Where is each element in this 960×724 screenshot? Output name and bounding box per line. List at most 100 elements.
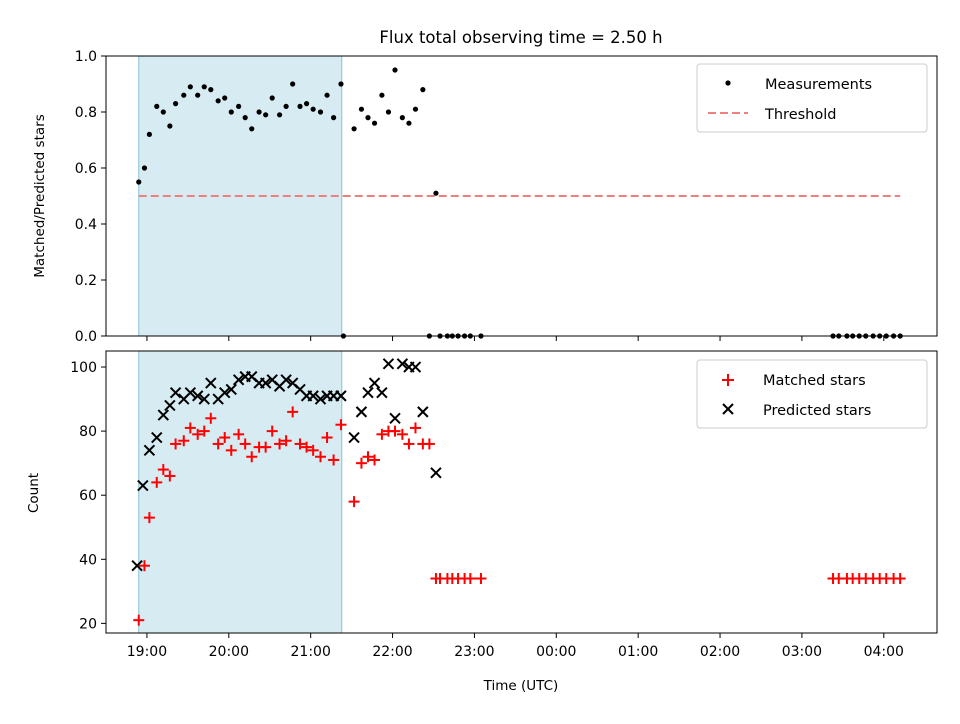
matched-star-point bbox=[315, 451, 327, 463]
predicted-star-point bbox=[169, 386, 182, 399]
bottom-legend-box bbox=[696, 359, 928, 429]
count-points bbox=[131, 358, 906, 626]
matched-star-point bbox=[280, 435, 292, 447]
bottom-y-tick-label: 80 bbox=[79, 424, 97, 440]
measurement-point bbox=[379, 92, 385, 98]
matched-star-point bbox=[355, 457, 367, 469]
predicted-star-point bbox=[219, 386, 231, 399]
top-y-axis-label: Matched/Predicted stars bbox=[32, 114, 48, 277]
bottom-y-tick-label: 20 bbox=[79, 616, 97, 632]
measurement-point bbox=[392, 67, 398, 73]
measurement-point bbox=[269, 95, 275, 101]
bottom-y-axis: 20 40 60 80 100 bbox=[70, 360, 106, 632]
bottom-x-tick-label: 19:00 bbox=[127, 644, 167, 660]
measurement-point bbox=[263, 112, 269, 118]
bottom-y-tick-label: 60 bbox=[79, 488, 97, 504]
matched-star-point bbox=[205, 412, 217, 424]
matched-star-point bbox=[389, 425, 401, 437]
top-y-axis: 0.0 0.2 0.4 0.6 0.8 1.0 bbox=[75, 49, 106, 345]
top-y-tick-label: 0.8 bbox=[75, 105, 97, 121]
matched-star-point bbox=[246, 451, 258, 463]
predicted-star-point bbox=[184, 386, 197, 399]
top-y-tick-label: 0.4 bbox=[75, 217, 97, 233]
bottom-x-tick-label: 00:00 bbox=[536, 644, 576, 660]
top-x-ticks bbox=[146, 336, 885, 341]
matched-star-point bbox=[396, 428, 408, 440]
bottom-x-tick-label: 22:00 bbox=[372, 644, 412, 660]
bottom-plot-frame bbox=[105, 350, 938, 634]
matched-star-point bbox=[260, 441, 272, 453]
top-y-tick-label: 0.0 bbox=[75, 329, 97, 345]
matched-star-point bbox=[423, 438, 435, 450]
measurement-point bbox=[297, 103, 303, 109]
measurement-point bbox=[236, 103, 242, 109]
predicted-star-point bbox=[143, 444, 156, 457]
top-y-tick-label: 0.6 bbox=[75, 161, 97, 177]
predicted-star-point bbox=[335, 390, 347, 402]
predicted-star-point bbox=[368, 377, 381, 389]
measurement-point bbox=[256, 109, 262, 115]
predicted-star-point bbox=[151, 431, 163, 444]
legend-predicted-marker bbox=[722, 403, 734, 415]
matched-star-point bbox=[151, 476, 163, 488]
matched-star-point bbox=[143, 512, 155, 524]
matched-star-point bbox=[362, 451, 374, 463]
bottom-x-tick-label: 01:00 bbox=[618, 644, 658, 660]
predicted-star-point bbox=[232, 374, 245, 386]
matched-star-point bbox=[894, 573, 906, 585]
bottom-x-tick-label: 23:00 bbox=[454, 644, 494, 660]
top-y-tick-label: 0.2 bbox=[75, 273, 97, 289]
legend-measurements-marker bbox=[725, 80, 731, 86]
measurement-point bbox=[331, 115, 337, 121]
bottom-x-tick-label: 20:00 bbox=[209, 644, 249, 660]
predicted-star-point bbox=[382, 358, 395, 370]
matched-star-point bbox=[212, 438, 224, 450]
measurement-point bbox=[420, 87, 426, 93]
predicted-star-point bbox=[259, 377, 272, 389]
x-axis-label: Time (UTC) bbox=[483, 678, 559, 694]
matched-star-point bbox=[178, 435, 190, 447]
measurement-point bbox=[228, 109, 234, 115]
measurement-point bbox=[201, 84, 207, 90]
matched-star-point bbox=[376, 428, 388, 440]
matched-star-point bbox=[369, 454, 381, 466]
predicted-star-point bbox=[376, 386, 388, 399]
matched-star-point bbox=[133, 614, 145, 626]
matched-star-point bbox=[239, 438, 251, 450]
matched-star-point bbox=[192, 428, 204, 440]
measurement-point bbox=[351, 126, 357, 132]
bottom-x-tick-label: 21:00 bbox=[291, 644, 331, 660]
measurements-points bbox=[136, 67, 903, 339]
predicted-star-point bbox=[348, 431, 360, 444]
matched-star-point bbox=[287, 406, 299, 418]
measurement-point bbox=[208, 87, 214, 93]
matched-star-point bbox=[138, 560, 150, 572]
matched-star-point bbox=[164, 470, 176, 482]
bottom-x-tick-label: 03:00 bbox=[782, 644, 822, 660]
predicted-star-point bbox=[131, 559, 143, 572]
matched-star-point bbox=[266, 425, 278, 437]
bottom-x-tick-label: 02:00 bbox=[700, 644, 740, 660]
predicted-star-point bbox=[396, 358, 409, 370]
matched-star-point bbox=[403, 438, 415, 450]
top-legend: Measurements Threshold bbox=[696, 63, 928, 133]
predicted-star-point bbox=[409, 361, 422, 373]
legend-matched-marker bbox=[722, 374, 734, 386]
top-plot-frame bbox=[105, 55, 938, 337]
measurement-point bbox=[412, 106, 419, 112]
measurement-point bbox=[283, 103, 289, 109]
matched-star-point bbox=[198, 425, 210, 437]
bottom-y-axis-label: Count bbox=[26, 473, 42, 513]
bottom-panel: 20 40 60 80 100 19:00 20:00 21:00 22:00 23:00 00:… bbox=[26, 350, 938, 694]
top-panel: 0.0 0.2 0.4 0.6 0.8 1.0 Flux total observing … bbox=[32, 28, 938, 345]
matched-star-point bbox=[409, 422, 421, 434]
predicted-star-point bbox=[157, 409, 170, 421]
measurement-point bbox=[276, 112, 283, 118]
matched-star-point bbox=[464, 573, 476, 585]
measurement-point bbox=[371, 120, 378, 126]
measurement-point bbox=[172, 101, 179, 107]
predicted-star-point bbox=[314, 393, 327, 405]
bottom-legend: Matched stars Predicted stars bbox=[696, 359, 928, 429]
matched-star-point bbox=[475, 573, 487, 585]
